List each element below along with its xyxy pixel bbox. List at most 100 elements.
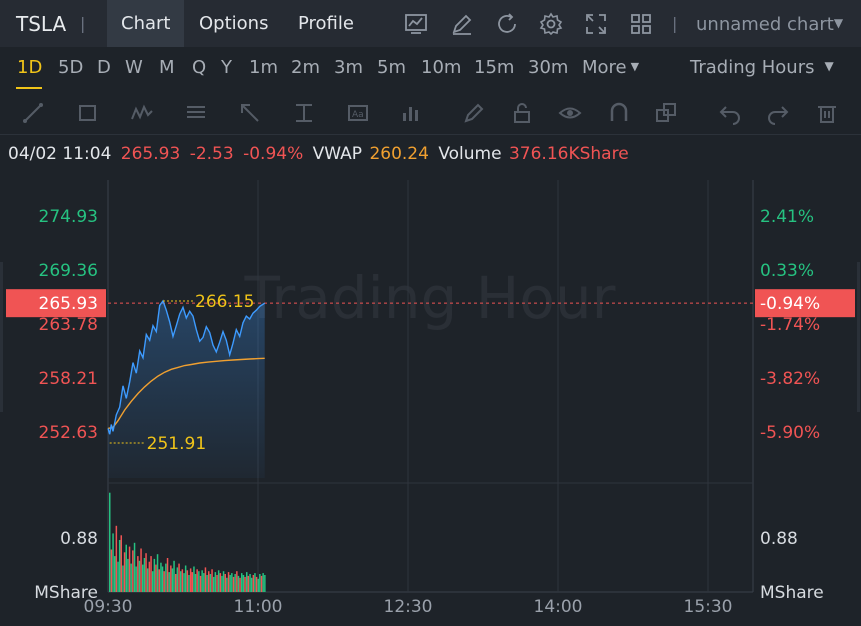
high-price-label: 266.15 [195,292,254,312]
period-w[interactable]: W [125,57,143,78]
volume-bar [259,574,261,592]
price-chart[interactable]: Trading Hour 266.15 251.91 274.93 269.36 26… [0,170,861,626]
tab-profile[interactable]: Profile [298,13,354,34]
volume-bar [201,570,203,592]
period-5m[interactable]: 5m [377,57,406,78]
fibonacci-icon[interactable] [184,101,208,125]
period-15m[interactable]: 15m [474,57,515,78]
period-1d[interactable]: 1D [17,57,43,78]
period-y[interactable]: Y [221,57,232,78]
refresh-icon[interactable] [495,12,519,36]
period-2m[interactable]: 2m [291,57,320,78]
caret-down-icon: ▼ [630,60,640,73]
vwap-value: 260.24 [369,144,429,164]
undo-icon[interactable] [718,101,742,125]
volume-bar [143,558,146,592]
volume-bar [165,563,167,592]
volume-bar [183,573,185,592]
period-q[interactable]: Q [192,57,207,78]
measure-icon[interactable] [400,101,424,125]
volume-bar [231,573,233,592]
trading-hours-dropdown[interactable]: Trading Hours ▼ [690,57,834,78]
volume-bar [132,550,134,592]
lock-icon[interactable] [510,101,534,125]
volume-bar [184,565,187,592]
layers-icon[interactable] [654,101,678,125]
volume-bar [130,563,132,592]
quote-price: 265.93 [120,144,181,164]
volume-bar [234,574,236,592]
volume-tick-right: 0.88 [760,529,798,549]
period-3m[interactable]: 3m [334,57,363,78]
chart-type-icon[interactable] [404,12,428,36]
trend-line-icon[interactable] [22,101,46,125]
price-tick-label: 274.93 [39,207,98,227]
current-price-tag: 265.93 [39,294,98,314]
volume-bar [140,548,142,592]
volume-bar [188,575,190,592]
volume-bar [118,540,121,592]
price-line [107,299,266,435]
volume-bar [178,563,180,592]
rectangle-icon[interactable] [76,101,100,125]
percent-tick-label: -5.90% [760,423,820,443]
fullscreen-icon[interactable] [584,12,608,36]
volume-bar [206,575,208,592]
price-range-icon[interactable] [292,101,316,125]
top-toolbar: TSLA | Chart Options Profile | unnamed c… [0,0,861,47]
period-m[interactable]: M [159,57,175,78]
period-more-dropdown[interactable]: More ▼ [582,57,639,78]
period-10m[interactable]: 10m [421,57,462,78]
caret-down-icon: ▼ [824,59,834,73]
tab-options[interactable]: Options [199,13,269,34]
volume-bar [212,576,215,592]
ticker-symbol[interactable]: TSLA [16,12,67,36]
divider: | [672,14,678,33]
volume-bar [217,570,220,592]
vwap-line [107,357,265,430]
svg-text:Aa: Aa [352,110,364,120]
volume-bar [146,568,149,592]
volume-bar [117,561,119,592]
period-30m[interactable]: 30m [528,57,569,78]
low-price-label: 251.91 [147,434,206,454]
volume-bar [155,564,157,592]
volume-bar [236,571,238,592]
price-tick-label: 263.78 [39,315,98,335]
volume-bar [247,575,250,592]
volume-bar [209,574,212,592]
volume-bar [176,567,179,592]
grid-layout-icon[interactable] [629,12,653,36]
redo-icon[interactable] [766,101,790,125]
arrow-icon[interactable] [238,101,262,125]
right-scroll-handle[interactable] [857,262,860,412]
volume-bar [170,565,172,592]
eye-icon[interactable] [558,101,582,125]
volume-bar [249,574,251,592]
tab-chart[interactable]: Chart [107,0,184,47]
volume-bar [226,577,228,592]
text-annotation-icon[interactable]: Aa [346,101,370,125]
time-tick-label: 09:30 [84,597,133,617]
period-5d[interactable]: 5D [58,57,84,78]
volume-bar [137,556,139,592]
trash-icon[interactable] [815,101,839,125]
brush-icon[interactable] [462,101,486,125]
volume-bar [199,575,202,592]
volume-bar [160,562,162,592]
volume-bar [127,558,129,592]
edit-icon[interactable] [450,12,474,36]
quote-change-pct: -0.94% [243,144,304,164]
volume-bar [133,542,136,592]
volume-label: Volume [438,144,502,164]
settings-gear-icon[interactable] [539,12,563,36]
magnet-icon[interactable] [607,101,631,125]
volume-bars [109,492,266,592]
period-d[interactable]: D [97,57,111,78]
period-1m[interactable]: 1m [249,57,278,78]
layout-name-dropdown[interactable]: unnamed chart▼ [696,14,843,35]
volume-bar [222,571,225,592]
pattern-icon[interactable] [130,101,154,125]
left-scroll-handle[interactable] [0,262,3,412]
current-price-tag-bg [6,289,106,318]
